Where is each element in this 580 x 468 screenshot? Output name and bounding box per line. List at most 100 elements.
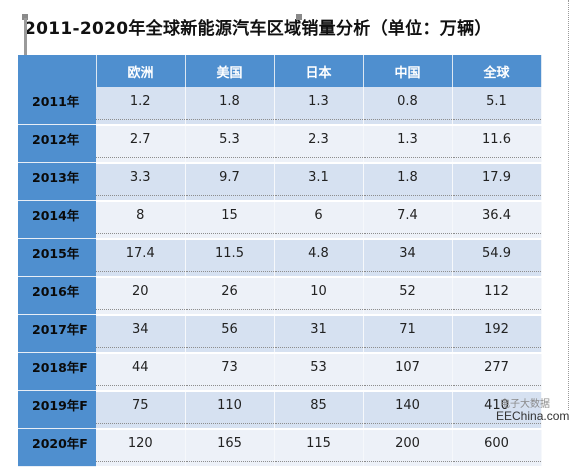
table-cell: 54.9 [452,238,542,278]
table-cell: 53 [274,352,364,392]
cell-value: 115 [306,436,331,451]
row-header-year: 2019年F [18,390,96,429]
row-header-year: 2012年 [18,124,96,163]
table-cell: 11.6 [452,124,542,164]
cell-value: 10 [310,284,327,299]
table-cell: 10 [274,276,364,316]
cell-value: 192 [484,322,509,337]
chart-title: 2011-2020年全球新能源汽车区域销量分析（单位：万辆） [24,19,492,39]
row-header-year: 2017年F [18,314,96,353]
table-cell: 5.1 [452,87,542,126]
cell-value: 165 [217,436,242,451]
table-cell: 2.7 [96,124,186,164]
table-cell: 8 [96,200,186,240]
column-header: 中国 [363,55,453,87]
table-cell: 1.3 [274,87,364,126]
watermark-site: EEChina.com [496,409,570,423]
cell-value: 1.8 [397,170,418,185]
table-cell: 15 [185,200,275,240]
cell-value: 11.5 [215,246,244,261]
table-cell: 71 [363,314,453,354]
column-header: 日本 [274,55,364,87]
table-cell: 165 [185,428,275,468]
table-cell: 20 [96,276,186,316]
cell-value: 85 [310,398,327,413]
cell-value: 3.3 [129,170,151,185]
table-cell: 26 [185,276,275,316]
corner-cell [18,55,97,87]
table-row: 2014年 8 15 6 7.4 36.4 [18,200,542,240]
table-cell: 3.1 [274,162,364,202]
cell-value: 110 [217,398,242,413]
cell-value: 71 [399,322,416,337]
cell-value: 20 [131,284,149,299]
table-cell: 4.8 [274,238,364,278]
cell-value: 26 [221,284,238,299]
cell-value: 73 [221,360,238,375]
table-cell: 44 [96,352,186,392]
cell-value: 9.7 [219,170,240,185]
cell-value: 112 [484,284,509,299]
selection-handle[interactable] [296,14,302,20]
cell-value: 1.3 [397,132,418,147]
cell-value: 17.9 [482,170,511,185]
cell-value: 15 [221,208,238,223]
table-cell: 7.4 [363,200,453,240]
table-cell: 110 [185,390,275,430]
cell-value: 0.8 [397,93,418,109]
table-cell: 17.9 [452,162,542,202]
table-cell: 1.8 [185,87,275,126]
table-row: 2019年F 75 110 85 140 410 [18,390,542,430]
table-row: 2018年F 44 73 53 107 277 [18,352,542,392]
table-cell: 1.3 [363,124,453,164]
row-header-year: 2014年 [18,200,96,239]
table-cell: 192 [452,314,542,354]
cell-value: 54.9 [482,246,511,261]
cell-value: 7.4 [397,208,418,223]
table-cell: 34 [363,238,453,278]
table-row: 2013年 3.3 9.7 3.1 1.8 17.9 [18,162,542,202]
table-cell: 52 [363,276,453,316]
row-header-year: 2013年 [18,162,96,201]
cell-value: 8 [136,208,145,223]
cell-value: 3.1 [308,170,329,185]
cell-value: 2.3 [308,132,329,147]
table-cell: 34 [96,314,186,354]
column-header: 全球 [452,55,542,87]
cell-value: 56 [221,322,238,337]
table-cell: 31 [274,314,364,354]
column-header: 美国 [185,55,275,87]
cell-value: 75 [131,398,149,413]
table-cell: 85 [274,390,364,430]
table-row: 2020年F 120 165 115 200 600 [18,428,542,468]
cell-value: 31 [310,322,327,337]
column-header: 欧洲 [96,55,186,87]
row-header-year: 2015年 [18,238,96,277]
selection-handle[interactable] [22,14,28,20]
row-header-year: 2011年 [18,87,96,125]
cell-value: 2.7 [129,132,151,147]
table-row: 2016年 20 26 10 52 112 [18,276,542,316]
cell-value: 5.1 [486,93,507,109]
cell-value: 4.8 [308,246,329,261]
cell-value: 140 [395,398,420,413]
table-cell: 2.3 [274,124,364,164]
frame-dotted-edge [568,0,569,410]
table-cell: 5.3 [185,124,275,164]
table-cell: 6 [274,200,364,240]
table-cell: 56 [185,314,275,354]
table-cell: 0.8 [363,87,453,126]
table-cell: 1.2 [96,87,186,126]
table-cell: 73 [185,352,275,392]
table-row: 2015年 17.4 11.5 4.8 34 54.9 [18,238,542,278]
table-cell: 17.4 [96,238,186,278]
row-header-year: 2016年 [18,276,96,315]
cell-value: 6 [314,208,323,223]
selection-frame-edge [24,18,27,86]
cell-value: 120 [127,436,153,451]
cell-value: 11.6 [482,132,511,147]
header-row: 欧洲 美国 日本 中国 全球 [18,55,542,87]
cell-value: 17.4 [125,246,155,261]
table-cell: 112 [452,276,542,316]
table-cell: 200 [363,428,453,468]
